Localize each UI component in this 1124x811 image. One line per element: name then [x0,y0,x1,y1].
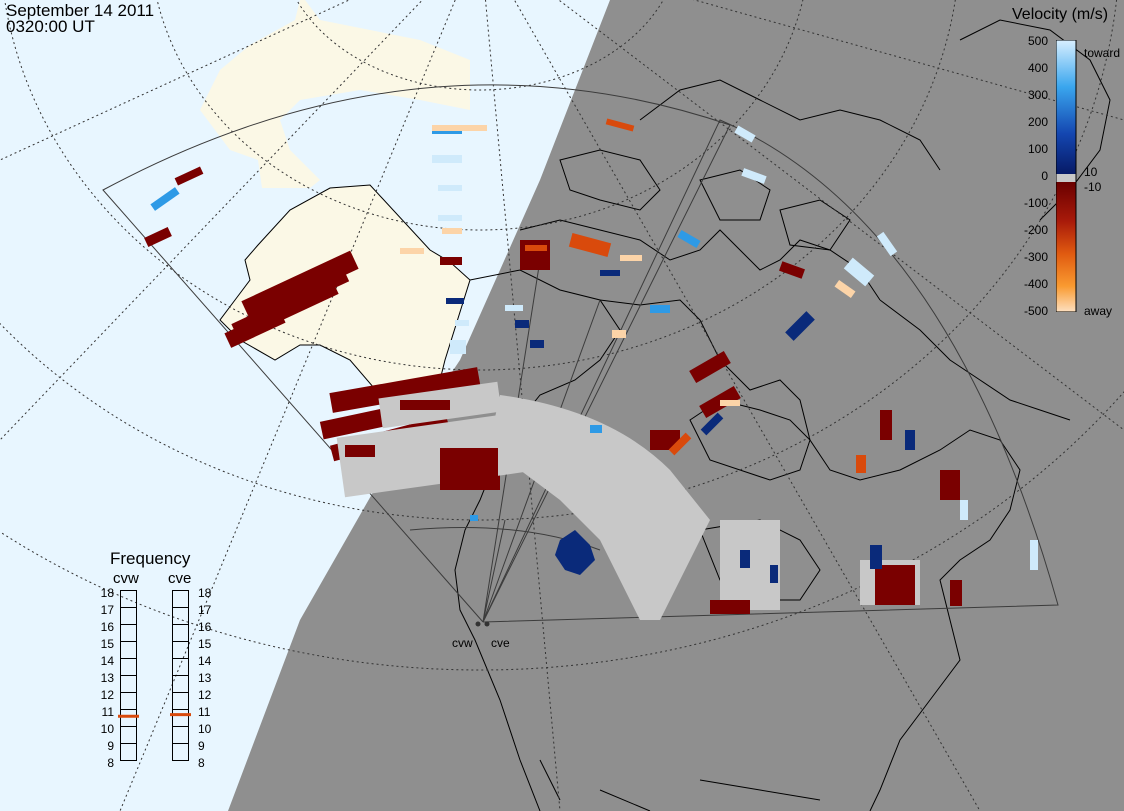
radar-site-cve [484,621,490,627]
colorbar-tick-500: 500 [1027,34,1048,48]
freq-tick-right: 8 [198,756,205,770]
freq-tick-right: 12 [198,688,212,702]
freq-tick-left: 15 [100,637,114,651]
freq-tick-left: 14 [100,654,114,668]
colorbar-toward-label: toward [1084,46,1121,60]
date-label: September 14 2011 [6,1,155,20]
radar-site-markers [475,621,490,627]
colorbar-tick-neg400: -400 [1023,277,1048,291]
colorbar-away [1056,182,1076,312]
freq-tick-left: 8 [107,756,114,770]
freq-tick-right: 18 [198,586,212,600]
echoes-cvw [144,125,544,498]
colorbar-tick-neg300: -300 [1023,250,1048,264]
freq-tick-left: 10 [100,722,114,736]
colorbar-ground-scatter [1056,174,1076,182]
colorbar-toward [1056,40,1076,174]
freq-tick-right: 10 [198,722,212,736]
freq-tick-left: 18 [100,586,114,600]
freq-tick-right: 15 [198,637,212,651]
freq-tick-right: 16 [198,620,212,634]
colorbar-tick-300: 300 [1027,88,1048,102]
frequency-radar-cvw-label: cvw [113,570,139,587]
echoes-cve [470,118,1038,620]
freq-tick-left: 13 [100,671,114,685]
freq-tick-left: 9 [107,739,114,753]
colorbar-tick-200: 200 [1027,115,1048,129]
velocity-colorbar [1056,40,1077,312]
colorbar-tick-neg100: -100 [1023,196,1048,210]
freq-tick-left: 12 [100,688,114,702]
radar-label-cve: cve [491,636,510,650]
colorbar-tick-neg200: -200 [1023,223,1048,237]
radar-site-cvw [475,621,481,627]
colorbar-tick-neg500: -500 [1023,304,1048,318]
freq-tick-left: 16 [100,620,114,634]
freq-tick-right: 11 [198,705,211,719]
freq-tick-right: 9 [198,739,205,753]
fov-cvw [102,84,731,623]
freq-tick-left: 11 [101,705,114,719]
frequency-title: Frequency [110,549,191,568]
fov-cve [482,119,1059,623]
night-side-area [228,0,1124,811]
colorbar-tick-neg10: -10 [1084,180,1102,194]
time-label: 0320:00 UT [6,17,95,36]
freq-tick-right: 13 [198,671,212,685]
freq-tick-right: 14 [198,654,212,668]
colorbar-tick-100: 100 [1027,142,1048,156]
colorbar-tick-400: 400 [1027,61,1048,75]
landmass-siberia [0,0,470,188]
freq-tick-right: 17 [198,603,212,617]
freq-tick-left: 17 [100,603,114,617]
velocity-legend-title: Velocity (m/s) [1012,6,1109,23]
frequency-gauges [118,590,191,761]
radar-label-cvw: cvw [452,636,473,650]
colorbar-away-label: away [1084,304,1113,318]
colorbar-tick-0: 0 [1041,169,1048,183]
colorbar-tick-10: 10 [1084,165,1098,179]
frequency-radar-cve-label: cve [168,570,192,587]
